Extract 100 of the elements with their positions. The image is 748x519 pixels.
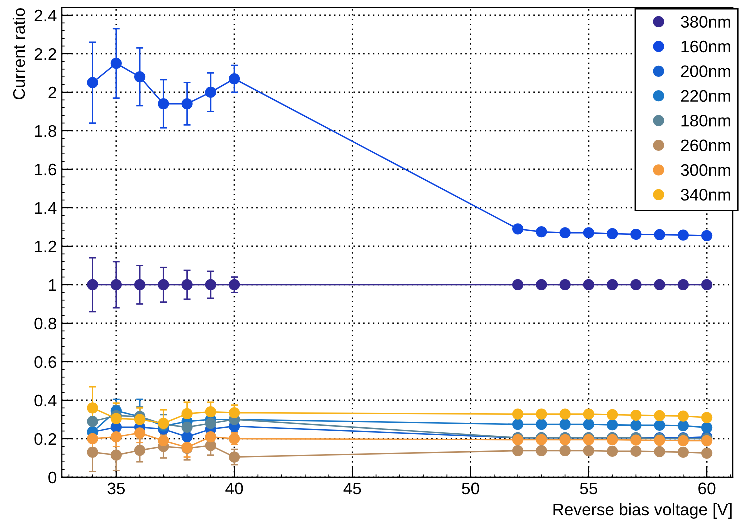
point [134, 428, 146, 439]
point [606, 409, 618, 420]
point [512, 279, 524, 291]
point [583, 227, 594, 239]
point [158, 98, 170, 110]
y-tick-label: 0.4 [34, 394, 57, 407]
point [654, 410, 666, 422]
point [701, 279, 713, 291]
point [536, 445, 548, 456]
y-tick-label: 2.4 [34, 10, 57, 22]
y-axis-title: Current ratio [12, 8, 26, 100]
x-tick-label: 60 [698, 482, 716, 495]
point [654, 446, 666, 458]
point [512, 408, 524, 420]
point [228, 73, 240, 85]
point [560, 279, 571, 291]
legend-label: 220nm [681, 90, 730, 102]
point [87, 279, 98, 291]
y-tick-label: 1.2 [35, 240, 56, 253]
x-tick-label: 35 [108, 482, 125, 495]
point [134, 444, 146, 456]
x-tick-label: 55 [580, 482, 598, 495]
point [228, 407, 240, 419]
point [560, 418, 571, 430]
point [701, 412, 713, 424]
legend-label: 180nm [682, 114, 730, 127]
point [654, 229, 666, 240]
point [678, 446, 689, 458]
y-tick-label: 0.6 [34, 356, 56, 368]
y-tick-label: 1.4 [35, 202, 57, 214]
point [630, 446, 642, 458]
point [701, 230, 713, 242]
x-tick-label: 50 [462, 482, 480, 495]
point [512, 224, 524, 235]
point [678, 279, 689, 291]
point [583, 445, 594, 456]
point [606, 228, 618, 240]
x-tick-label: 45 [344, 482, 362, 495]
point [205, 406, 216, 418]
y-tick-label: 0.8 [34, 318, 56, 330]
point [110, 413, 122, 424]
point [560, 408, 571, 420]
legend-label: 200nm [681, 66, 730, 78]
point [158, 279, 170, 291]
point [110, 58, 122, 70]
y-tick-label: 1 [49, 280, 56, 292]
point [678, 410, 689, 422]
point [87, 446, 98, 458]
point [87, 77, 98, 88]
point [182, 279, 193, 291]
legend-label: 340nm [681, 189, 730, 201]
point [512, 445, 524, 456]
point [110, 279, 122, 291]
point [182, 432, 193, 443]
point [536, 279, 548, 291]
x-axis-title: Reverse bias voltage [V] [554, 503, 732, 519]
legend-label: 300nm [681, 164, 730, 176]
point [205, 432, 216, 443]
point [512, 418, 524, 430]
point [678, 230, 689, 241]
point [536, 226, 548, 238]
point [205, 279, 216, 291]
point [606, 420, 618, 431]
point [87, 416, 98, 428]
point [182, 408, 193, 420]
point [228, 452, 240, 463]
point [536, 408, 548, 420]
point [630, 434, 642, 446]
point [701, 448, 713, 459]
y-tick-label: 2.2 [34, 48, 56, 60]
point [134, 72, 146, 83]
y-tick-label: 0 [48, 472, 57, 484]
point [583, 418, 594, 430]
point [583, 408, 594, 420]
point [630, 410, 642, 422]
y-tick-label: 1.8 [35, 125, 56, 138]
point [606, 279, 618, 291]
point [701, 422, 713, 434]
y-tick-label: 2 [48, 86, 56, 99]
point [536, 418, 548, 430]
point [630, 279, 642, 291]
point [228, 279, 240, 291]
legend-label: 260nm [681, 140, 730, 152]
legend-label: 380nm [681, 16, 730, 28]
point [134, 414, 146, 426]
point [654, 279, 666, 291]
point [182, 422, 193, 433]
point [560, 227, 571, 239]
point [630, 228, 642, 240]
point [87, 402, 98, 414]
x-tick-label: 40 [226, 482, 244, 495]
point [606, 446, 618, 458]
point [205, 418, 216, 430]
point [182, 98, 193, 110]
point [654, 420, 666, 432]
point [87, 433, 98, 445]
point [630, 420, 642, 432]
point [110, 450, 122, 461]
point [560, 445, 571, 456]
point [205, 86, 216, 98]
